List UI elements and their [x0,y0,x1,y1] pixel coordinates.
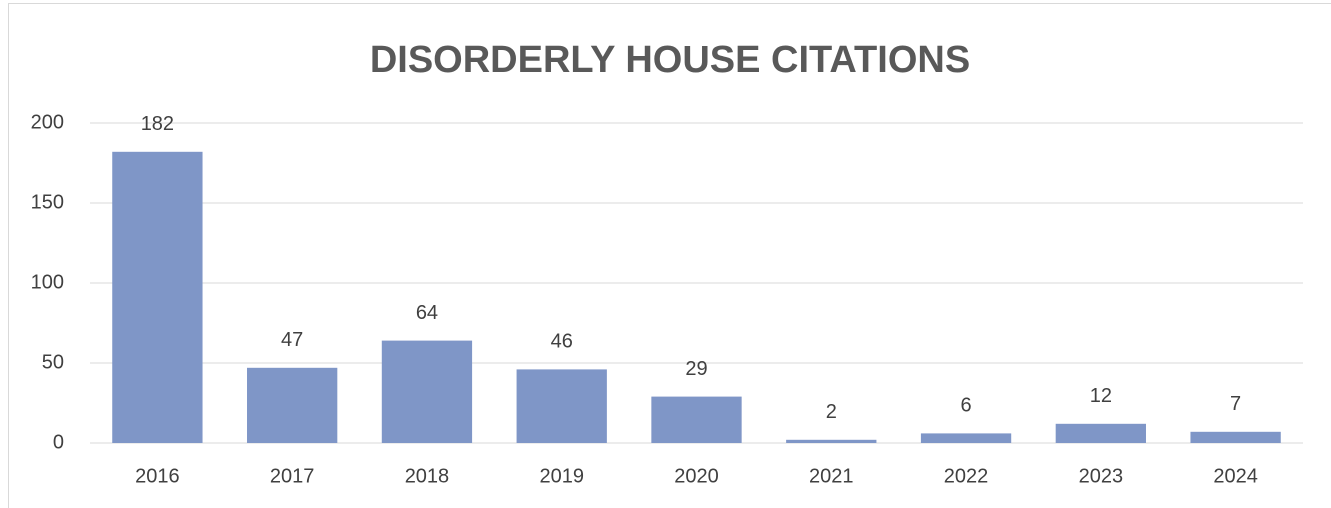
x-tick-label: 2023 [1079,465,1124,487]
data-label: 46 [551,331,573,353]
bar [1055,423,1146,443]
x-tick-label: 2022 [944,465,989,487]
data-label: 64 [416,302,438,324]
y-tick-label: 150 [31,191,64,213]
chart-frame [8,3,1331,508]
y-tick-label: 0 [53,431,64,453]
x-tick-label: 2020 [674,465,719,487]
bar [381,340,473,443]
bar [112,151,203,444]
data-label: 6 [960,395,971,417]
x-tick-label: 2018 [405,465,450,487]
data-label: 12 [1090,385,1112,407]
bar [920,433,1012,443]
y-tick-label: 100 [31,271,64,293]
x-tick-label: 2016 [135,465,180,487]
y-tick-label: 200 [31,111,64,133]
x-tick-label: 2017 [270,465,315,487]
bar [786,439,877,443]
data-label: 2 [826,401,837,423]
bar [516,369,607,443]
x-tick-label: 2024 [1213,465,1258,487]
x-tick-label: 2021 [809,465,854,487]
data-label: 47 [281,329,303,351]
data-label: 182 [141,113,174,135]
data-label: 7 [1230,393,1241,415]
chart-title: DISORDERLY HOUSE CITATIONS [370,39,970,81]
data-label: 29 [685,358,707,380]
x-tick-label: 2019 [539,465,584,487]
bar [651,396,742,443]
bar [247,367,338,443]
bar [1190,431,1281,443]
y-tick-label: 50 [42,351,64,373]
